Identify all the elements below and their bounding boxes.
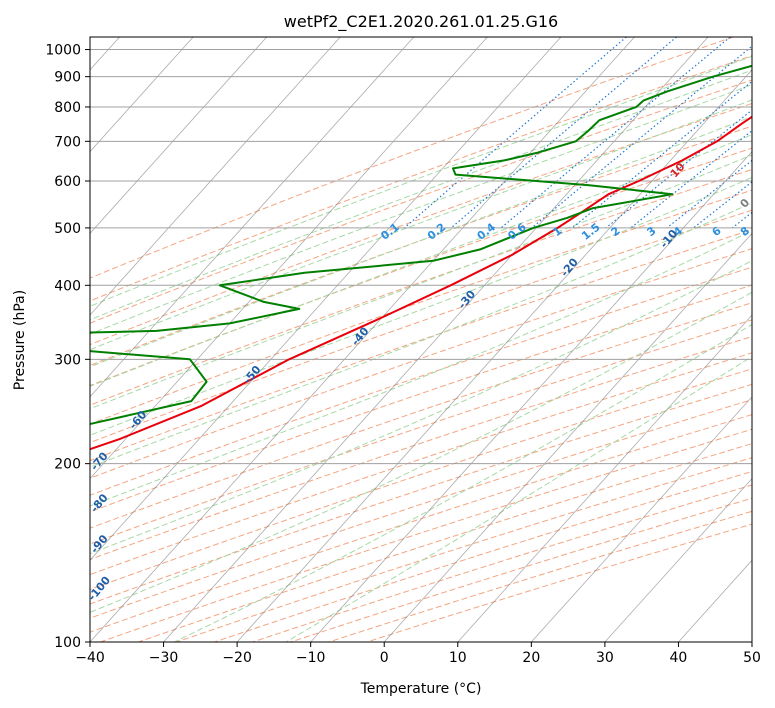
x-tick-label: −20 bbox=[222, 650, 252, 666]
dry-adiabat-line bbox=[90, 229, 752, 462]
mixing-ratio-label: 0.1 bbox=[378, 221, 401, 243]
mixing-ratio-label: 0.2 bbox=[425, 221, 448, 243]
temperature-line bbox=[90, 115, 752, 451]
dewpoint-line bbox=[90, 64, 752, 426]
x-tick-label: 30 bbox=[596, 650, 614, 666]
dry-adiabat-line bbox=[90, 336, 752, 560]
moist-adiabat-label: -70 bbox=[88, 449, 111, 473]
moist-adiabat-line bbox=[90, 202, 752, 468]
mixing-ratio-line bbox=[761, 37, 775, 228]
isotherm-line bbox=[90, 37, 562, 561]
x-tick-label: 20 bbox=[522, 650, 540, 666]
mixing-ratio-line bbox=[693, 181, 752, 229]
isotherm-line bbox=[90, 37, 268, 234]
isotherm-line bbox=[90, 37, 635, 642]
x-tick-label: 0 bbox=[380, 650, 389, 666]
mixing-ratio-label: 3 bbox=[645, 224, 659, 239]
axes: −40 −30 −20 −10 0 10 20 30 40 50 1000 900 800 700 600 5… bbox=[45, 43, 761, 666]
moist-adiabat-line bbox=[90, 176, 752, 436]
x-tick-label: −10 bbox=[296, 650, 326, 666]
dry-adiabat-line bbox=[90, 383, 752, 605]
isotherm-line bbox=[531, 396, 752, 642]
isotherm-line bbox=[163, 37, 709, 642]
isotherm-line bbox=[90, 37, 488, 480]
x-axis-title: Temperature (°C) bbox=[360, 681, 482, 697]
y-tick-label: 300 bbox=[54, 352, 81, 368]
y-axis-title: Pressure (hPa) bbox=[12, 290, 28, 390]
dry-adiabat-line bbox=[90, 248, 752, 479]
moist-adiabat-line bbox=[90, 260, 752, 555]
moist-adiabat-line bbox=[90, 84, 752, 335]
mixing-ratio-label: 6 bbox=[710, 224, 724, 239]
dry-adiabat-line bbox=[90, 284, 752, 513]
mixing-ratio-line bbox=[630, 129, 752, 229]
mixing-ratio-label: 8 bbox=[738, 224, 752, 239]
moist-adiabat-line bbox=[285, 355, 752, 642]
dry-adiabat-line bbox=[90, 147, 752, 387]
dry-adiabat-line bbox=[328, 510, 752, 642]
isotherm-line bbox=[236, 69, 752, 642]
mixing-ratio-line bbox=[500, 37, 731, 229]
y-tick-label: 400 bbox=[54, 278, 81, 294]
moist-adiabat-line bbox=[90, 134, 752, 387]
isotherm-line bbox=[90, 37, 415, 398]
y-tick-label: 500 bbox=[54, 221, 81, 237]
dry-adiabat-line bbox=[90, 55, 752, 302]
mixing-ratio-label: 2 bbox=[609, 224, 623, 239]
moist-adiabat-line bbox=[90, 115, 752, 368]
mixing-ratio-label: 1 bbox=[550, 224, 564, 239]
y-tick-label: 600 bbox=[54, 174, 81, 190]
mixing-ratio-line bbox=[605, 109, 752, 229]
chart-title: wetPf2_C2E1.2020.261.01.25.G16 bbox=[284, 12, 558, 32]
isotherm-line bbox=[90, 37, 194, 153]
dry-adiabat-line bbox=[90, 399, 752, 619]
dry-adiabat-line bbox=[90, 189, 752, 425]
x-tick-label: 40 bbox=[670, 650, 688, 666]
x-tick-label: −30 bbox=[149, 650, 179, 666]
background-reference-lines bbox=[90, 37, 775, 642]
moist-adiabat-line bbox=[90, 69, 752, 321]
moist-adiabat-line bbox=[90, 55, 752, 307]
dry-adiabat-line bbox=[90, 319, 752, 545]
x-tick-label: 50 bbox=[743, 650, 761, 666]
dry-adiabat-line bbox=[214, 470, 752, 642]
x-tick-label: 10 bbox=[449, 650, 467, 666]
moist-adiabat-line bbox=[90, 99, 752, 351]
isotherm-line bbox=[383, 232, 752, 642]
isotherm-line bbox=[457, 314, 752, 642]
y-tick-label: 800 bbox=[54, 100, 81, 116]
dry-adiabat-line bbox=[90, 125, 752, 367]
moist-adiabat-label: -20 bbox=[558, 255, 581, 279]
x-tick-label: −40 bbox=[75, 650, 105, 666]
isotherm-line bbox=[751, 641, 752, 642]
plot-frame bbox=[89, 36, 753, 643]
moist-adiabat-label: -90 bbox=[88, 532, 111, 556]
y-tick-label: 700 bbox=[54, 134, 81, 150]
moist-adiabat-line bbox=[90, 291, 752, 613]
isotherm-line bbox=[604, 477, 752, 642]
moist-adiabat-line bbox=[174, 323, 752, 642]
y-tick-label: 200 bbox=[54, 457, 81, 473]
isotherm-line bbox=[310, 151, 752, 642]
dry-adiabat-line bbox=[90, 37, 734, 279]
y-tick-label: 1000 bbox=[45, 43, 81, 59]
dry-adiabat-label: 10 bbox=[668, 160, 688, 180]
mixing-ratio-line bbox=[666, 159, 752, 229]
profile-lines bbox=[90, 64, 752, 451]
dry-adiabat-line bbox=[90, 368, 752, 590]
y-tick-label: 100 bbox=[54, 635, 81, 651]
isotherm-line bbox=[90, 37, 341, 316]
y-tick-label: 900 bbox=[54, 70, 81, 86]
moist-adiabat-label: -40 bbox=[349, 324, 372, 348]
dry-adiabat-line bbox=[366, 523, 752, 642]
mixing-ratio-line bbox=[403, 37, 627, 229]
mixing-ratio-line bbox=[571, 80, 752, 229]
dry-adiabat-line bbox=[90, 414, 752, 633]
